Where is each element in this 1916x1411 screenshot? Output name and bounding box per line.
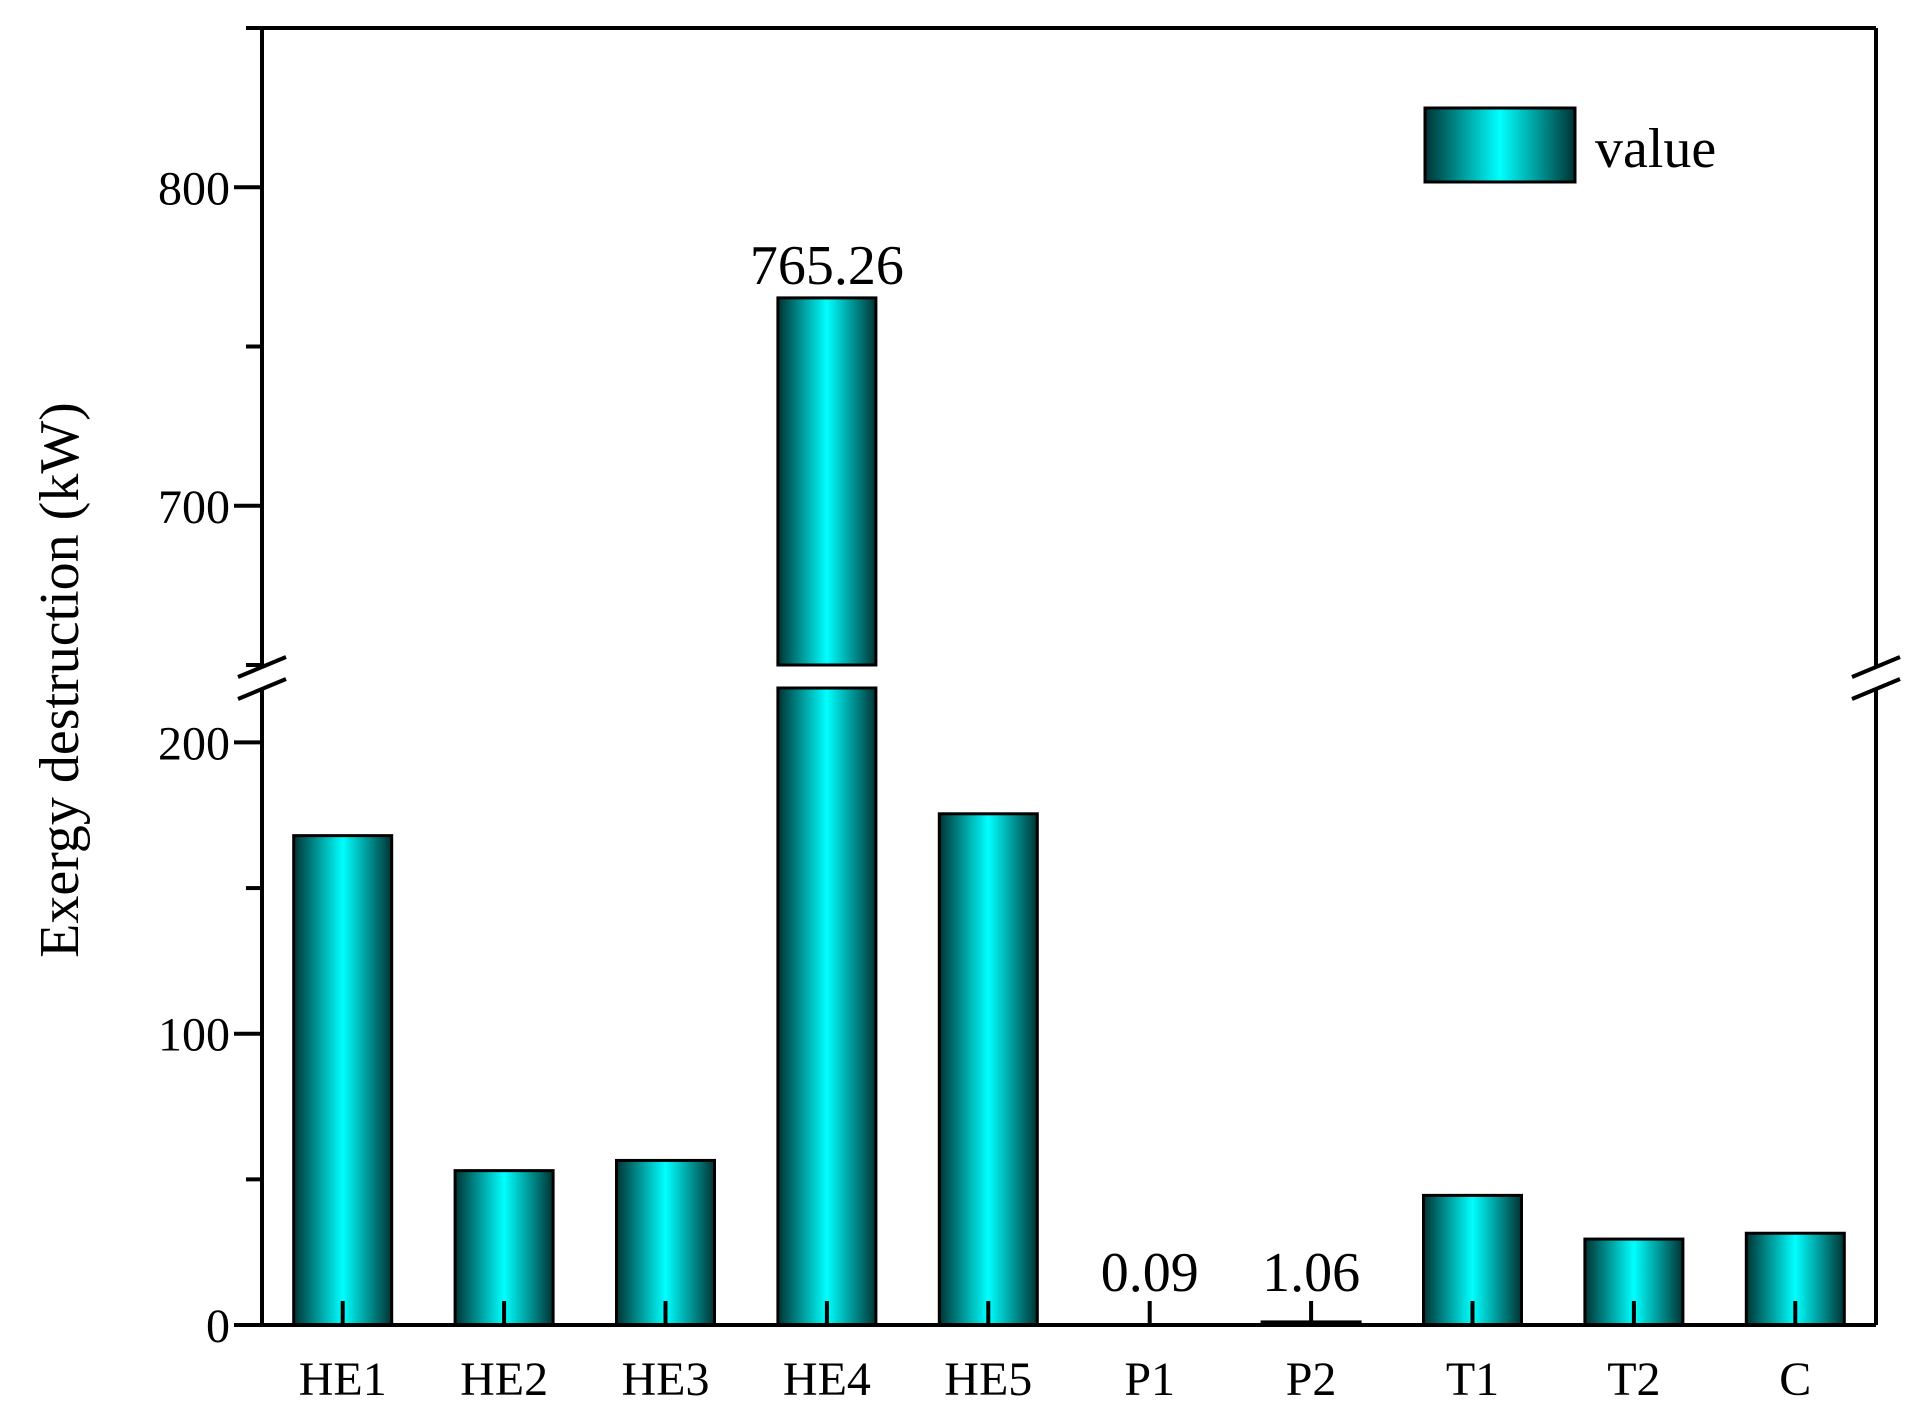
data-label-p1: 0.09 xyxy=(1101,1242,1199,1304)
data-label-p2: 1.06 xyxy=(1262,1242,1360,1304)
bar-he4-lower xyxy=(776,686,878,1327)
x-tick-label: C xyxy=(1779,1353,1811,1406)
x-tick-label: P1 xyxy=(1124,1353,1175,1406)
x-tick-label: T1 xyxy=(1446,1353,1499,1406)
y-tick-label: 700 xyxy=(158,481,230,534)
x-tick-label: HE2 xyxy=(460,1353,548,1406)
axis-break-marker-left xyxy=(237,677,287,701)
bar-he3 xyxy=(615,1158,716,1327)
x-tick-label: HE4 xyxy=(783,1353,871,1406)
y-tick-label: 100 xyxy=(158,1009,230,1062)
x-tick-label: T2 xyxy=(1607,1353,1660,1406)
y-tick-label: 200 xyxy=(158,717,230,770)
bar-he4-upper xyxy=(776,296,878,667)
x-tick-label: HE3 xyxy=(622,1353,710,1406)
y-axis-title: Exergy destruction (kW) xyxy=(29,402,91,958)
x-tick-label: HE1 xyxy=(299,1353,387,1406)
bar-he1 xyxy=(292,834,394,1327)
x-tick-label: P2 xyxy=(1286,1353,1337,1406)
legend-swatch xyxy=(1423,106,1577,184)
axis-break-marker-right xyxy=(1851,677,1901,701)
data-label-he4: 765.26 xyxy=(750,235,904,297)
axis-break-marker-right xyxy=(1851,655,1901,679)
y-tick-label: 800 xyxy=(158,162,230,215)
legend: value xyxy=(1423,106,1716,184)
x-tick-label: HE5 xyxy=(944,1353,1032,1406)
bar-he2 xyxy=(453,1169,555,1327)
bar-he5 xyxy=(937,812,1039,1327)
legend-label: value xyxy=(1595,118,1716,180)
y-tick-label: 0 xyxy=(206,1300,230,1353)
